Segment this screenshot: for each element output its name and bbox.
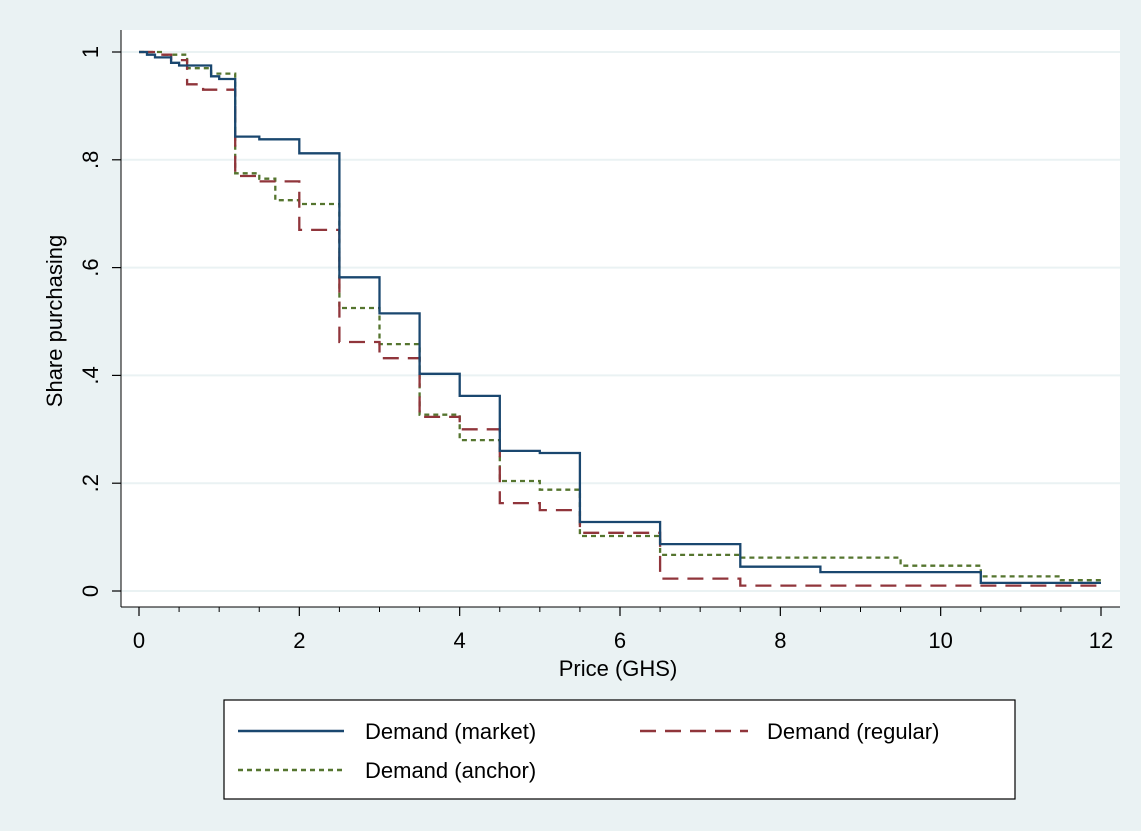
- gridlines: [121, 51, 1120, 592]
- x-tick-label: 12: [1089, 628, 1113, 653]
- x-tick-label: 0: [133, 628, 145, 653]
- legend-box: [223, 699, 1016, 800]
- legend-label-anchor: Demand (anchor): [365, 758, 536, 783]
- y-axis-label: Share purchasing: [42, 235, 67, 407]
- y-tick-label: .6: [78, 258, 103, 276]
- y-tick-label: 1: [78, 46, 103, 58]
- y-tick-label: .8: [78, 151, 103, 169]
- x-tick-label: 6: [614, 628, 626, 653]
- legend: Demand (market) Demand (regular) Demand …: [223, 699, 1016, 800]
- series-line-market: [139, 50, 1101, 585]
- x-axis-ticks: 0 2 4 6 8 10 12: [133, 607, 1113, 653]
- legend-label-regular: Demand (regular): [767, 719, 939, 744]
- legend-label-market: Demand (market): [365, 719, 536, 744]
- x-tick-label: 2: [293, 628, 305, 653]
- y-axis-ticks: 0 .2 .4 .6 .8 1: [78, 46, 121, 597]
- x-tick-label: 8: [774, 628, 786, 653]
- x-tick-label: 4: [454, 628, 466, 653]
- y-tick-label: 0: [78, 585, 103, 597]
- y-tick-label: .4: [78, 366, 103, 384]
- x-axis-label: Price (GHS): [559, 656, 678, 681]
- x-tick-label: 10: [928, 628, 952, 653]
- plot-area: [121, 30, 1120, 607]
- series-layer: [139, 50, 1101, 587]
- y-tick-label: .2: [78, 474, 103, 492]
